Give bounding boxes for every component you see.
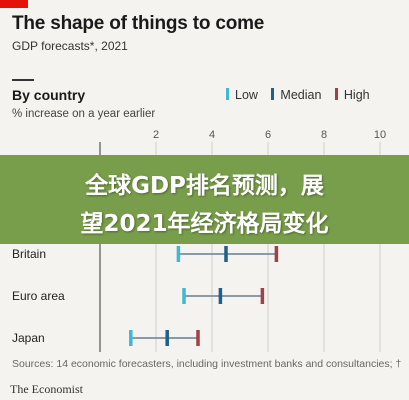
x-tick-label: 6	[265, 129, 271, 141]
chart-title: The shape of things to come	[12, 13, 265, 34]
marker-low	[182, 288, 186, 304]
legend-label-high: High	[343, 88, 370, 102]
legend-swatch-low	[226, 88, 229, 100]
marker-high	[260, 288, 265, 304]
panel-title: By country	[12, 87, 86, 103]
legend: Low Median High	[226, 88, 380, 102]
legend-item-high: High	[334, 88, 370, 102]
x-tick-label: 8	[321, 129, 327, 141]
marker-low	[129, 330, 133, 346]
category-label: Britain	[12, 247, 46, 261]
panel-subtitle: % increase on a year earlier	[12, 108, 156, 120]
marker-high	[274, 246, 279, 262]
economist-logo: The Economist	[10, 382, 83, 396]
overlay-text-line-1: 全球GDP排名预测，展	[85, 173, 324, 199]
legend-item-low: Low	[226, 88, 258, 102]
brand-red-bar	[0, 0, 28, 8]
marker-median	[224, 246, 228, 262]
legend-label-median: Median	[280, 88, 322, 102]
overlay-banner	[0, 155, 409, 244]
x-tick-label: 2	[153, 129, 159, 141]
marker-high	[196, 330, 200, 346]
category-label: Euro area	[12, 289, 65, 303]
legend-swatch-median	[271, 88, 275, 100]
marker-median	[165, 330, 169, 346]
marker-median	[218, 288, 223, 304]
legend-label-low: Low	[235, 88, 258, 102]
x-tick-label: 10	[374, 129, 386, 141]
legend-item-median: Median	[271, 88, 321, 102]
marker-low	[176, 246, 181, 262]
overlay-text-line-2: 望2021年经济格局变化	[80, 211, 329, 237]
legend-swatch-high	[334, 88, 338, 100]
panel-rule	[12, 79, 34, 81]
chart-subtitle: GDP forecasts*, 2021	[12, 39, 128, 53]
source-note: Sources: 14 economic forecasters, includ…	[12, 358, 402, 370]
category-label: Japan	[12, 331, 45, 345]
x-tick-label: 4	[209, 129, 215, 141]
